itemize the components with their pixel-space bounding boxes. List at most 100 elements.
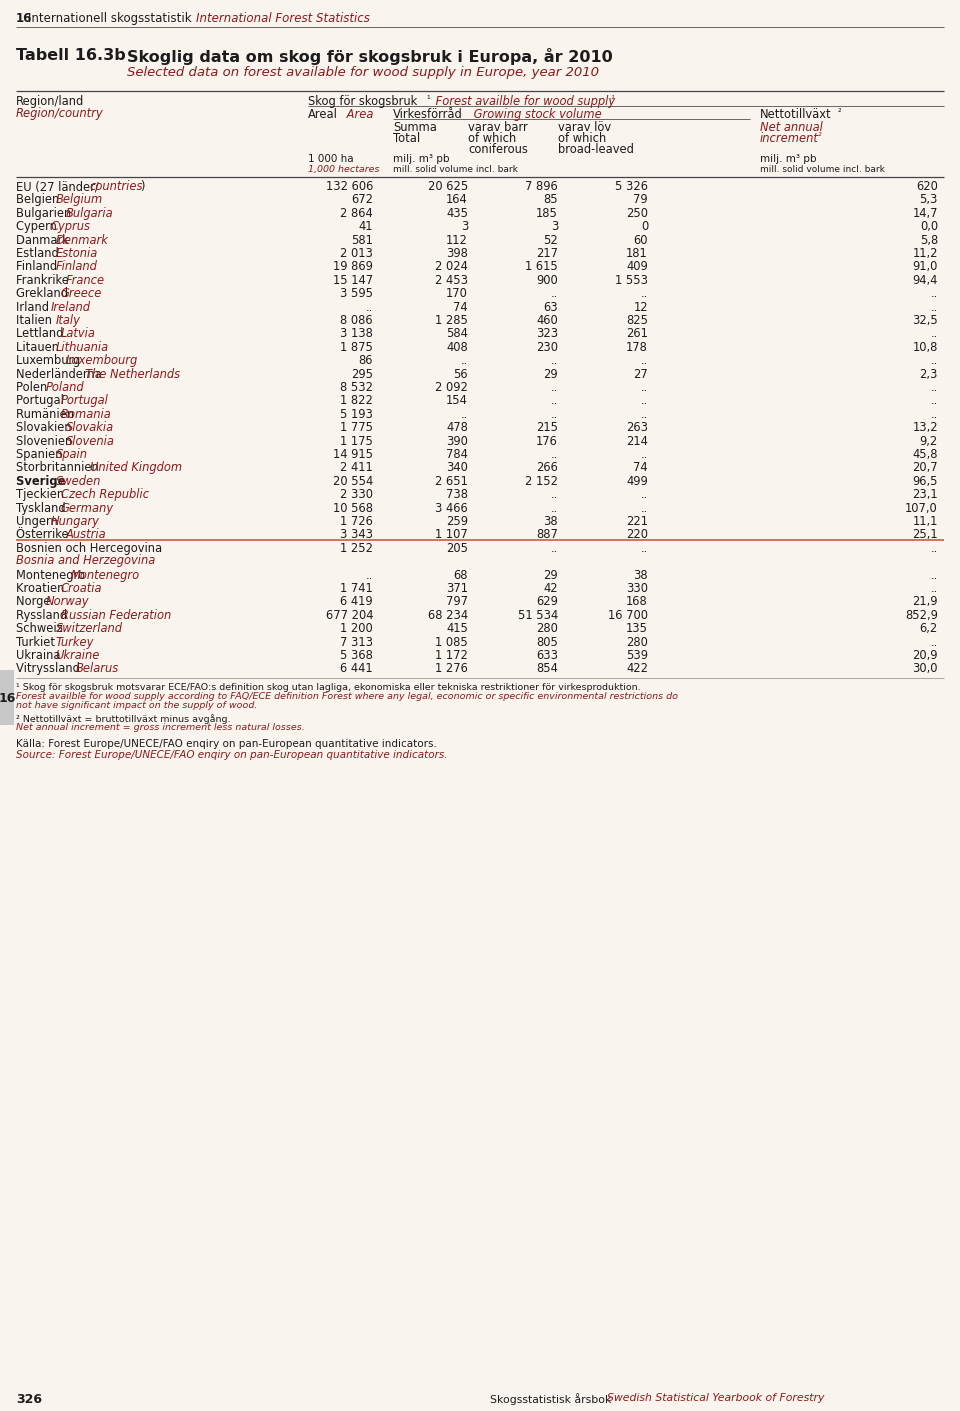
Text: Belgien: Belgien	[16, 193, 62, 206]
Text: 205: 205	[446, 542, 468, 555]
Text: Frankrike: Frankrike	[16, 274, 73, 286]
Text: 2 024: 2 024	[435, 261, 468, 274]
Text: Russian Federation: Russian Federation	[60, 608, 171, 622]
Text: Belarus: Belarus	[76, 662, 119, 676]
Text: Net annual increment = gross increment less natural losses.: Net annual increment = gross increment l…	[16, 722, 304, 732]
Text: 178: 178	[626, 341, 648, 354]
Text: 3 138: 3 138	[340, 327, 373, 340]
Text: 135: 135	[626, 622, 648, 635]
Text: Skoglig data om skog för skogsbruk i Europa, år 2010: Skoglig data om skog för skogsbruk i Eur…	[127, 48, 612, 65]
Text: Virkesförråd: Virkesförråd	[393, 109, 463, 121]
Text: Estland: Estland	[16, 247, 62, 260]
Text: Slovakien: Slovakien	[16, 422, 75, 435]
Text: Czech Republic: Czech Republic	[60, 488, 149, 501]
Text: 478: 478	[446, 422, 468, 435]
Text: Summa: Summa	[393, 121, 437, 134]
Text: Ryssland: Ryssland	[16, 608, 71, 622]
Text: Italien: Italien	[16, 315, 56, 327]
Text: Tabell 16.3b: Tabell 16.3b	[16, 48, 126, 63]
Text: 738: 738	[446, 488, 468, 501]
Text: 1 172: 1 172	[435, 649, 468, 662]
Text: 539: 539	[626, 649, 648, 662]
Text: 2 453: 2 453	[435, 274, 468, 286]
Text: 176: 176	[536, 435, 558, 447]
Text: 499: 499	[626, 474, 648, 488]
Text: ..: ..	[551, 449, 558, 461]
Text: 168: 168	[626, 595, 648, 608]
Text: ..: ..	[461, 354, 468, 367]
Text: Sweden: Sweden	[56, 474, 101, 488]
Text: 326: 326	[16, 1393, 42, 1405]
Text: Slovenia: Slovenia	[65, 435, 114, 447]
Text: ..: ..	[931, 581, 938, 595]
Text: Nederländerna: Nederländerna	[16, 368, 106, 381]
Text: 422: 422	[626, 662, 648, 676]
Text: 38: 38	[543, 515, 558, 528]
Text: Belgium: Belgium	[56, 193, 103, 206]
Text: mill. solid volume incl. bark: mill. solid volume incl. bark	[393, 165, 517, 174]
Text: ..: ..	[551, 288, 558, 301]
Text: 2 864: 2 864	[340, 207, 373, 220]
Text: 52: 52	[543, 234, 558, 247]
Text: of which: of which	[468, 133, 516, 145]
Text: Total: Total	[393, 133, 420, 145]
Text: Skog för skogsbruk: Skog för skogsbruk	[308, 95, 418, 109]
Text: 1 726: 1 726	[340, 515, 373, 528]
Text: 74: 74	[453, 301, 468, 313]
Text: ..: ..	[366, 569, 373, 581]
Text: 250: 250	[626, 207, 648, 220]
Text: 7 896: 7 896	[525, 181, 558, 193]
Text: 620: 620	[916, 181, 938, 193]
Text: 16: 16	[0, 693, 15, 706]
Text: 2 013: 2 013	[340, 247, 373, 260]
Text: ..: ..	[931, 569, 938, 581]
Text: Finland: Finland	[56, 261, 98, 274]
Text: 230: 230	[536, 341, 558, 354]
Text: Net annual: Net annual	[760, 121, 823, 134]
Text: 12: 12	[634, 301, 648, 313]
Text: 170: 170	[446, 288, 468, 301]
Text: 340: 340	[446, 461, 468, 474]
Text: 805: 805	[536, 635, 558, 649]
Text: 854: 854	[536, 662, 558, 676]
Text: 409: 409	[626, 261, 648, 274]
Text: Rumänien: Rumänien	[16, 408, 78, 420]
Text: Spain: Spain	[56, 449, 87, 461]
Text: 14,7: 14,7	[913, 207, 938, 220]
Text: 16 700: 16 700	[608, 608, 648, 622]
Text: Luxembourg: Luxembourg	[65, 354, 137, 367]
Text: 56: 56	[453, 368, 468, 381]
Text: 1,000 hectares: 1,000 hectares	[308, 165, 379, 174]
Bar	[0, 670, 14, 725]
Text: ..: ..	[551, 381, 558, 394]
Text: 6 441: 6 441	[341, 662, 373, 676]
Text: 221: 221	[626, 515, 648, 528]
Text: Hungary: Hungary	[51, 515, 100, 528]
Text: 629: 629	[536, 595, 558, 608]
Text: 154: 154	[446, 395, 468, 408]
Text: 323: 323	[536, 327, 558, 340]
Text: 11,2: 11,2	[913, 247, 938, 260]
Text: Switzerland: Switzerland	[56, 622, 123, 635]
Text: Cyprus: Cyprus	[51, 220, 90, 233]
Text: 261: 261	[626, 327, 648, 340]
Text: International Forest Statistics: International Forest Statistics	[196, 13, 370, 25]
Text: 3 343: 3 343	[340, 528, 373, 542]
Text: 79: 79	[634, 193, 648, 206]
Text: 112: 112	[446, 234, 468, 247]
Text: 330: 330	[626, 581, 648, 595]
Text: Region/country: Region/country	[16, 107, 104, 120]
Text: 20 554: 20 554	[333, 474, 373, 488]
Text: Norge: Norge	[16, 595, 54, 608]
Text: 1 741: 1 741	[340, 581, 373, 595]
Text: ..: ..	[551, 354, 558, 367]
Text: 68: 68	[453, 569, 468, 581]
Text: Kroatien: Kroatien	[16, 581, 68, 595]
Text: Norway: Norway	[46, 595, 89, 608]
Text: ..: ..	[640, 354, 648, 367]
Text: Greece: Greece	[60, 288, 102, 301]
Text: Denmark: Denmark	[56, 234, 108, 247]
Text: Ukraina: Ukraina	[16, 649, 64, 662]
Text: 852,9: 852,9	[905, 608, 938, 622]
Text: 1 822: 1 822	[340, 395, 373, 408]
